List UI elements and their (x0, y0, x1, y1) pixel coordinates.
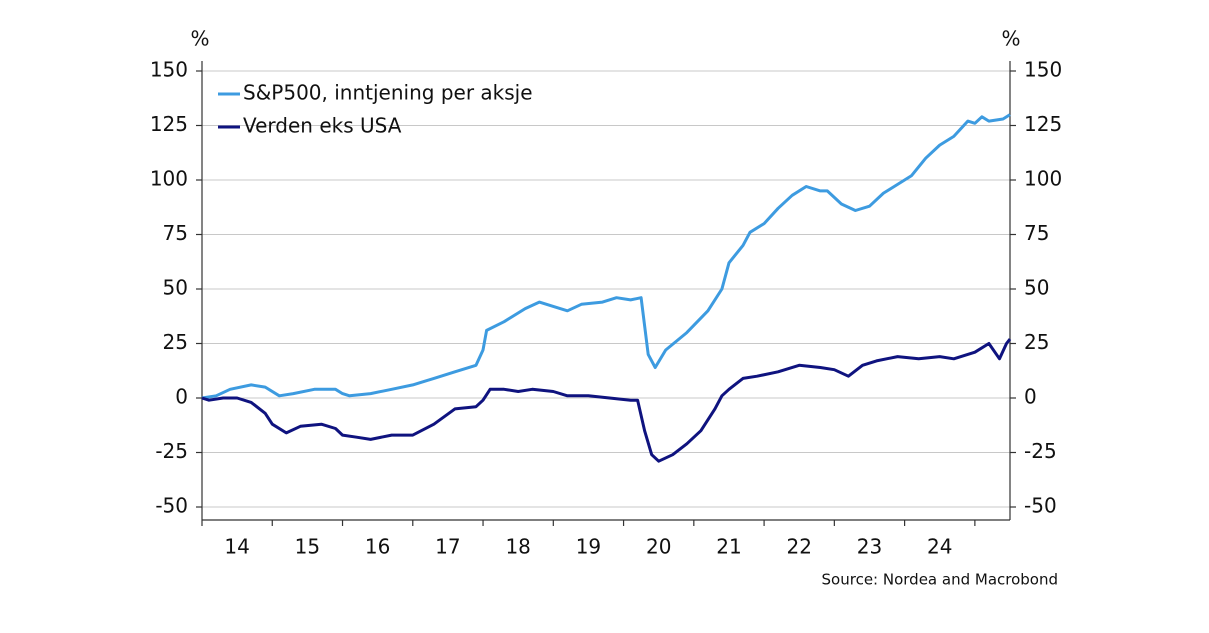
y-tick-label: 125 (150, 112, 188, 136)
x-tick-label: 20 (646, 535, 671, 559)
x-tick-label: 14 (224, 535, 249, 559)
y2-tick-label: 150 (1024, 58, 1062, 82)
y2-unit: % (1001, 27, 1020, 51)
y-unit: % (190, 27, 209, 51)
y-tick-label: 50 (163, 276, 188, 300)
y2-tick-label: 125 (1024, 112, 1062, 136)
x-tick-label: 23 (857, 535, 882, 559)
y2-tick-label: 50 (1024, 276, 1049, 300)
y-tick-label: 75 (163, 221, 188, 245)
x-tick-label: 19 (576, 535, 601, 559)
source: Source: Nordea and Macrobond (822, 571, 1058, 589)
y-tick-label: -25 (155, 439, 188, 463)
series-line (201, 113, 1011, 400)
x-tick-label: 16 (365, 535, 390, 559)
x-tick-label: 24 (927, 535, 952, 559)
x-tick-label: 18 (505, 535, 530, 559)
x-tick-label: 15 (295, 535, 320, 559)
y-tick-label: 100 (150, 167, 188, 191)
x-tick-label: 21 (716, 535, 741, 559)
y2-tick-label: -25 (1024, 439, 1057, 463)
y2-tick-label: 25 (1024, 330, 1049, 354)
legend-label: Verden eks USA (243, 114, 402, 138)
y2-tick-label: 75 (1024, 221, 1049, 245)
y2-tick-label: 100 (1024, 167, 1062, 191)
legend-label: S&P500, inntjening per aksje (243, 81, 533, 105)
y-tick-label: 150 (150, 58, 188, 82)
y-tick-label: -50 (155, 494, 188, 518)
x-tick-label: 17 (435, 535, 460, 559)
y2-tick-label: -50 (1024, 494, 1057, 518)
y2-tick-label: 0 (1024, 385, 1037, 409)
series-line (201, 338, 1012, 463)
y-tick-label: 0 (175, 385, 188, 409)
y-tick-label: 25 (163, 330, 188, 354)
x-tick-label: 22 (786, 535, 811, 559)
